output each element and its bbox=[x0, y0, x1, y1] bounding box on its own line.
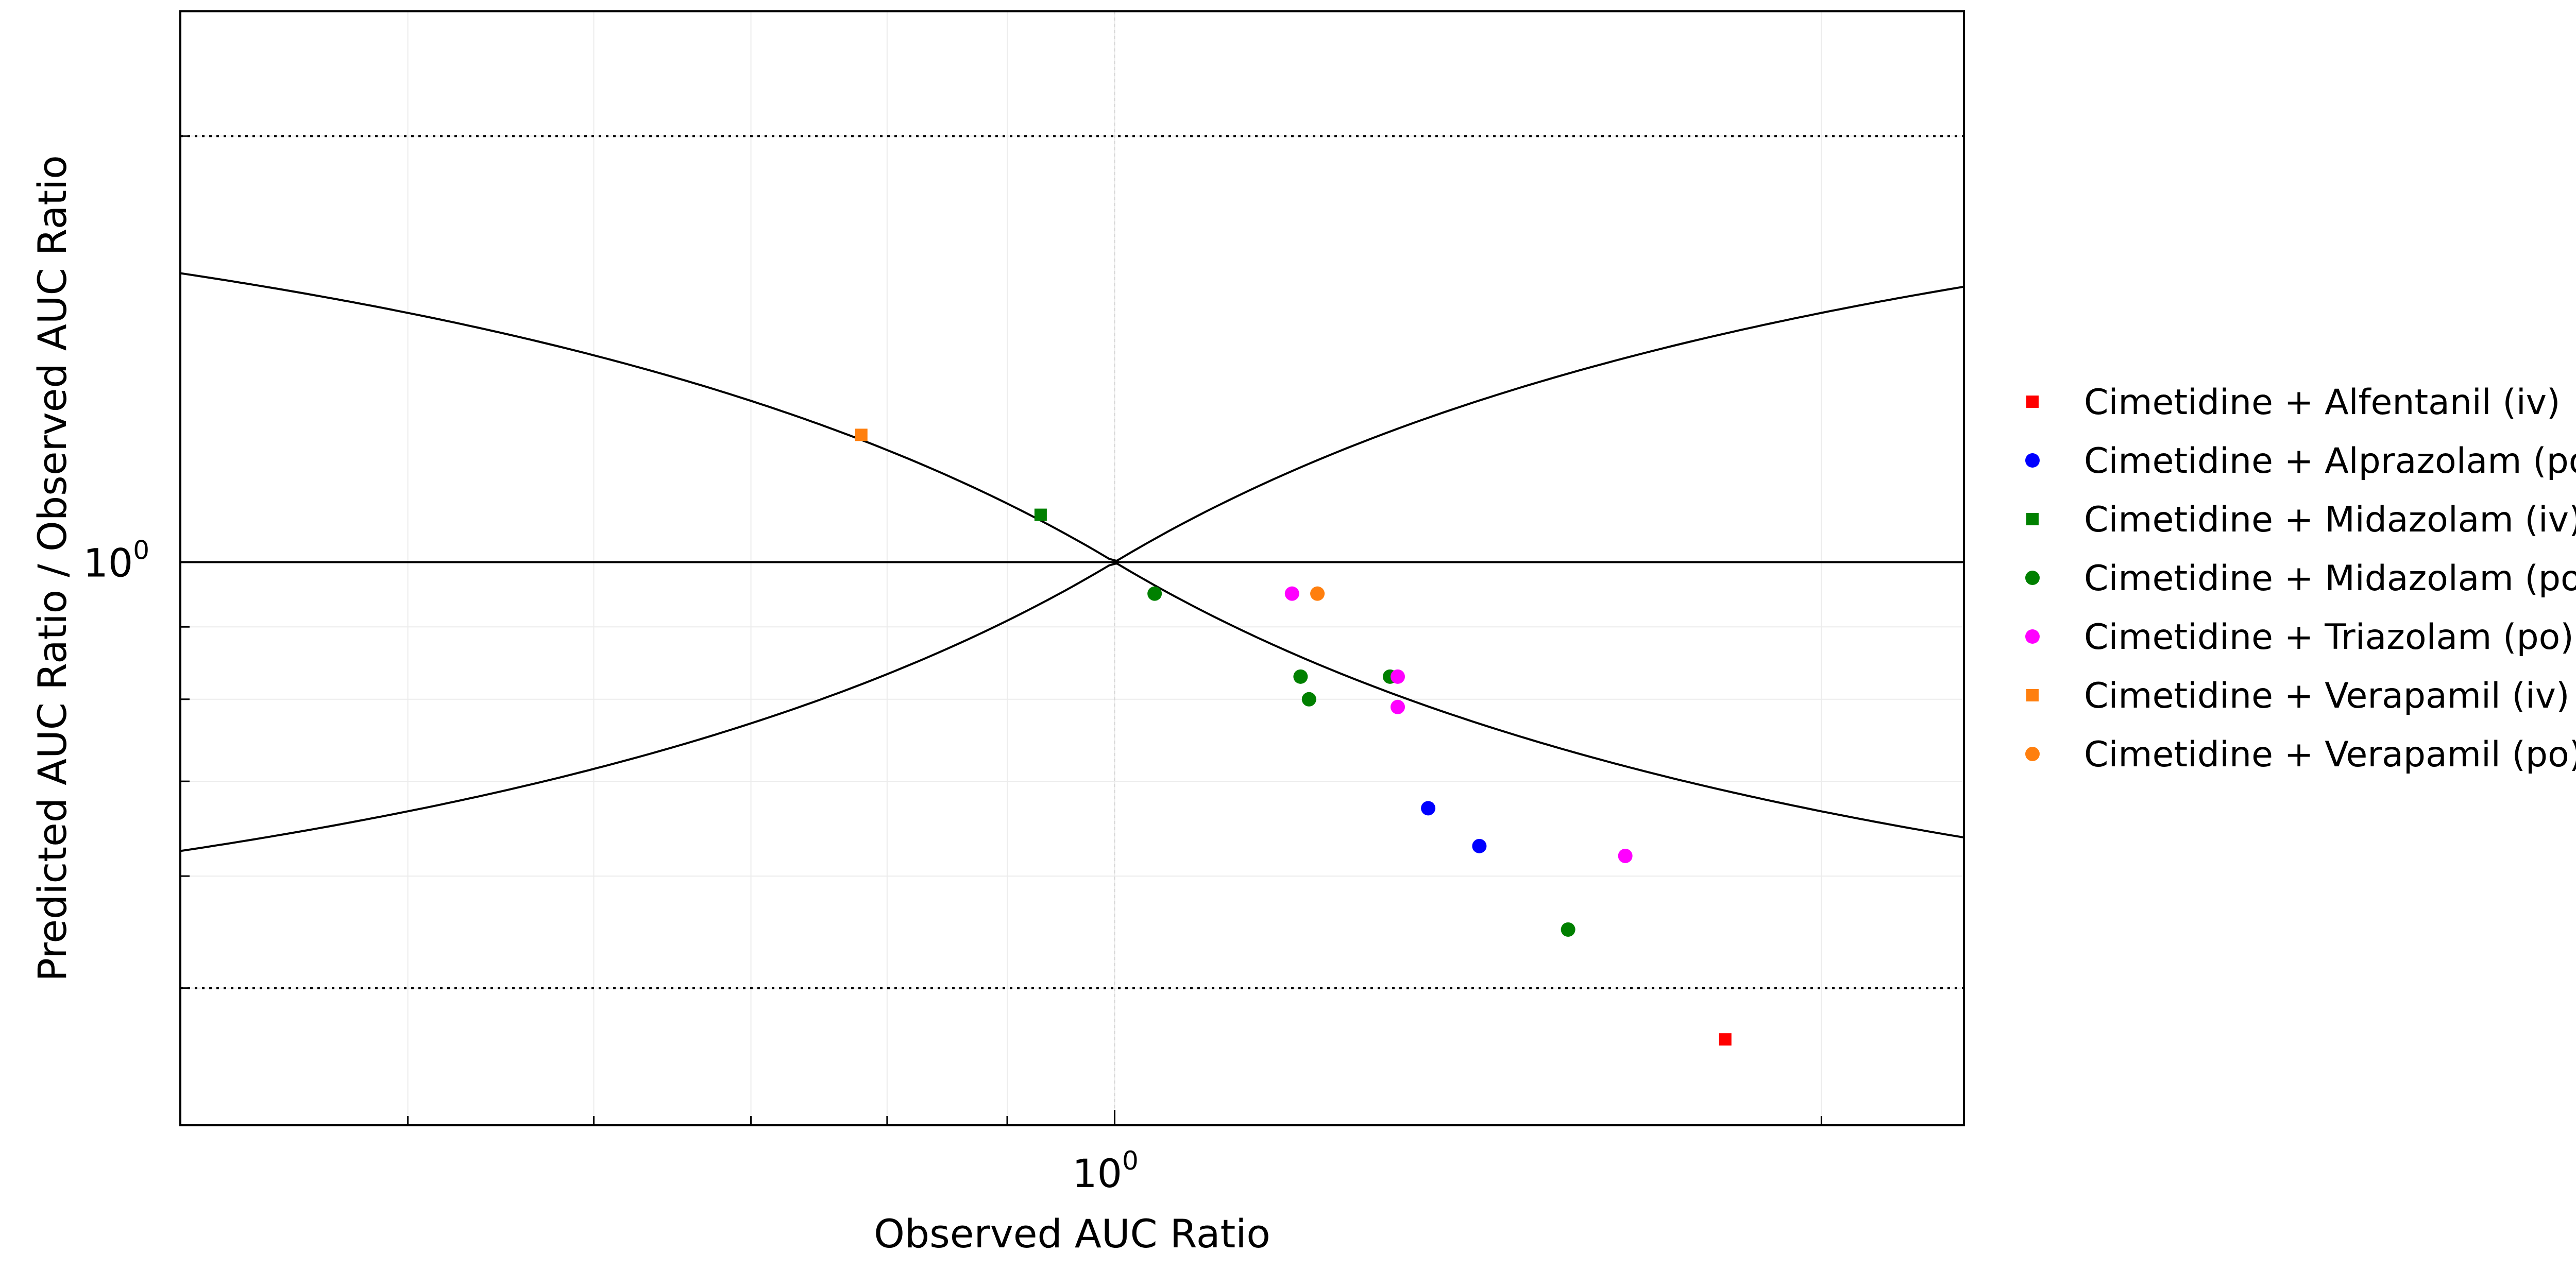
data-point bbox=[1618, 848, 1633, 863]
legend-item: Cimetidine + Midazolam (po) bbox=[2025, 558, 2576, 599]
legend-marker bbox=[2025, 571, 2040, 585]
reference-lines bbox=[180, 135, 1964, 989]
legend-marker bbox=[2025, 747, 2040, 761]
legend-label: Cimetidine + Midazolam (iv) bbox=[2084, 500, 2576, 540]
legend-marker bbox=[2026, 513, 2039, 525]
legend-marker bbox=[2025, 453, 2040, 468]
series-group bbox=[1310, 586, 1325, 601]
legend-marker bbox=[2025, 629, 2040, 644]
legend-label: Cimetidine + Alfentanil (iv) bbox=[2084, 382, 2561, 423]
legend-marker bbox=[2026, 689, 2039, 701]
lower-limit-curve bbox=[180, 562, 1964, 852]
legend-label: Cimetidine + Verapamil (po) bbox=[2084, 734, 2576, 775]
x-tick-label: 100 bbox=[1072, 1146, 1139, 1196]
legend-item: Cimetidine + Alprazolam (po) bbox=[2025, 441, 2576, 482]
data-point bbox=[1391, 669, 1405, 684]
data-point bbox=[1034, 508, 1047, 521]
upper-limit-curve bbox=[180, 272, 1964, 562]
y-axis-title: Predicted AUC Ratio / Observed AUC Ratio bbox=[29, 155, 75, 982]
legend-item: Cimetidine + Alfentanil (iv) bbox=[2026, 382, 2561, 423]
data-point bbox=[1421, 801, 1436, 816]
data-point bbox=[1301, 692, 1316, 707]
data-point bbox=[1719, 1033, 1732, 1046]
legend: Cimetidine + Alfentanil (iv) Cimetidine +… bbox=[2025, 382, 2576, 775]
legend-item: Cimetidine + Verapamil (iv) bbox=[2026, 676, 2570, 716]
series-group bbox=[1147, 586, 1575, 937]
data-point bbox=[855, 428, 868, 441]
data-point bbox=[1310, 586, 1325, 601]
series-group bbox=[1719, 1033, 1732, 1046]
legend-marker bbox=[2026, 396, 2039, 408]
data-points bbox=[855, 428, 1732, 1046]
data-point bbox=[1284, 586, 1299, 601]
y-tick-label: 100 bbox=[83, 535, 149, 586]
data-point bbox=[1391, 699, 1405, 714]
legend-label: Cimetidine + Alprazolam (po) bbox=[2084, 441, 2576, 482]
legend-item: Cimetidine + Triazolam (po) bbox=[2025, 617, 2574, 658]
data-point bbox=[1293, 669, 1308, 684]
legend-label: Cimetidine + Triazolam (po) bbox=[2084, 617, 2574, 658]
legend-item: Cimetidine + Midazolam (iv) bbox=[2026, 500, 2576, 540]
series-group bbox=[855, 428, 868, 441]
series-group bbox=[1284, 586, 1633, 863]
axes: 100 100 bbox=[83, 10, 1965, 1196]
plot-frame bbox=[179, 10, 1965, 1126]
series-group bbox=[1421, 801, 1487, 853]
legend-label: Cimetidine + Midazolam (po) bbox=[2084, 558, 2576, 599]
x-axis-title: Observed AUC Ratio bbox=[874, 1211, 1270, 1257]
legend-item: Cimetidine + Verapamil (po) bbox=[2025, 734, 2576, 775]
series-group bbox=[1034, 508, 1047, 521]
grid bbox=[180, 11, 1964, 1126]
data-point bbox=[1472, 838, 1487, 853]
legend-label: Cimetidine + Verapamil (iv) bbox=[2084, 676, 2570, 716]
data-point bbox=[1147, 586, 1162, 601]
data-point bbox=[1561, 922, 1575, 937]
